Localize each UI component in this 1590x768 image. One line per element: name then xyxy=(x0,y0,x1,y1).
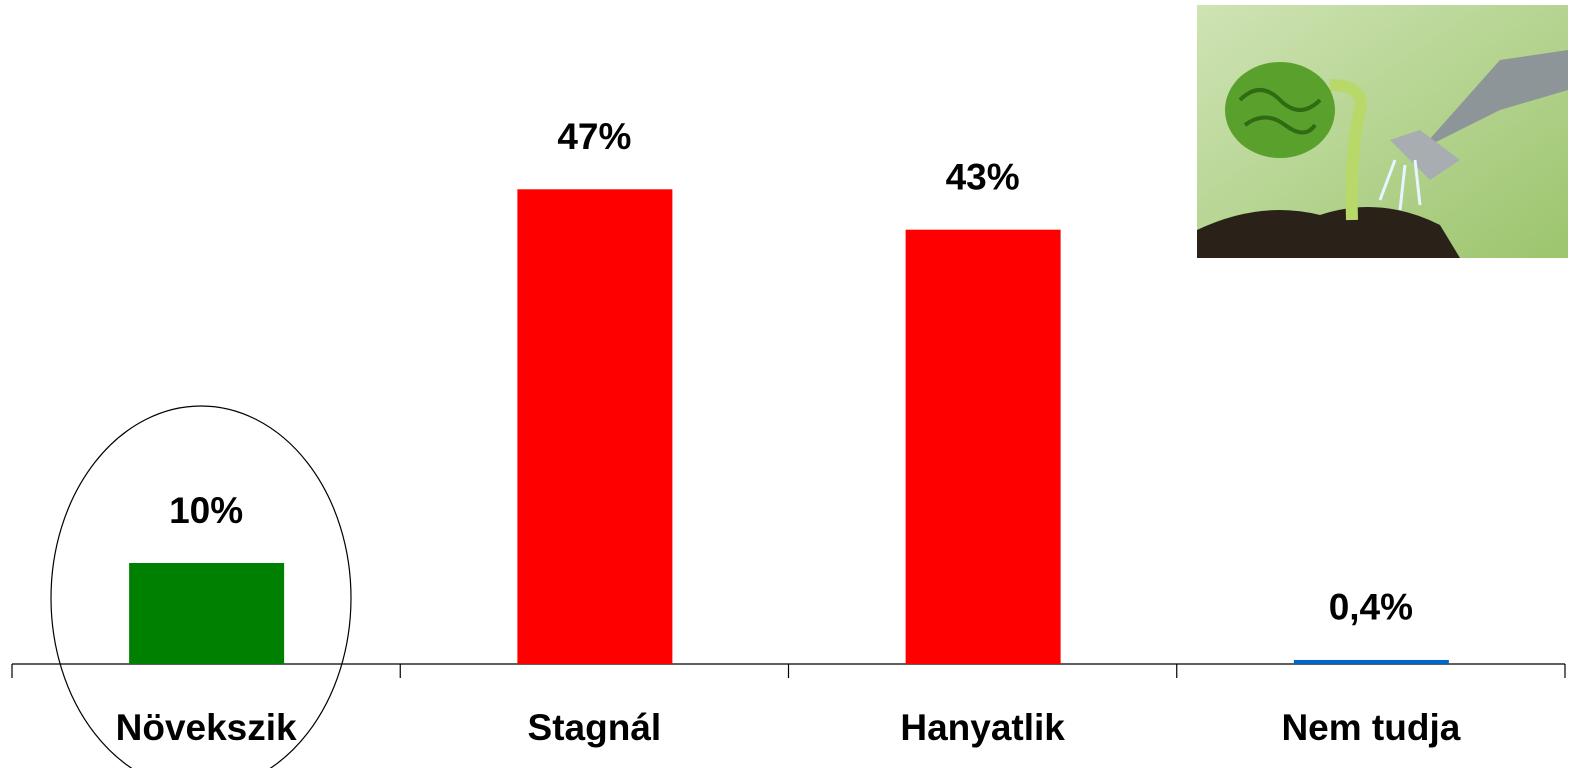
bar xyxy=(906,230,1061,664)
x-tick-label: Növekszik xyxy=(116,707,297,748)
bar xyxy=(517,189,672,664)
value-label: 0,4% xyxy=(1329,587,1413,628)
value-label: 10% xyxy=(169,490,243,531)
x-tick-label: Hanyatlik xyxy=(900,707,1065,748)
x-tick-label: Stagnál xyxy=(528,707,662,748)
value-label: 47% xyxy=(557,116,631,157)
x-tick-label: Nem tudja xyxy=(1281,707,1460,748)
chart: 10% Növekszik 47% Stagnál 43% Hanyatlik 0,4% Ne… xyxy=(0,0,1590,768)
bar xyxy=(129,563,284,664)
page: {"chart_data": {"type": "bar", "categori… xyxy=(0,0,1590,768)
illustration xyxy=(1197,5,1568,258)
bar xyxy=(1294,660,1449,664)
value-label: 43% xyxy=(946,156,1020,197)
